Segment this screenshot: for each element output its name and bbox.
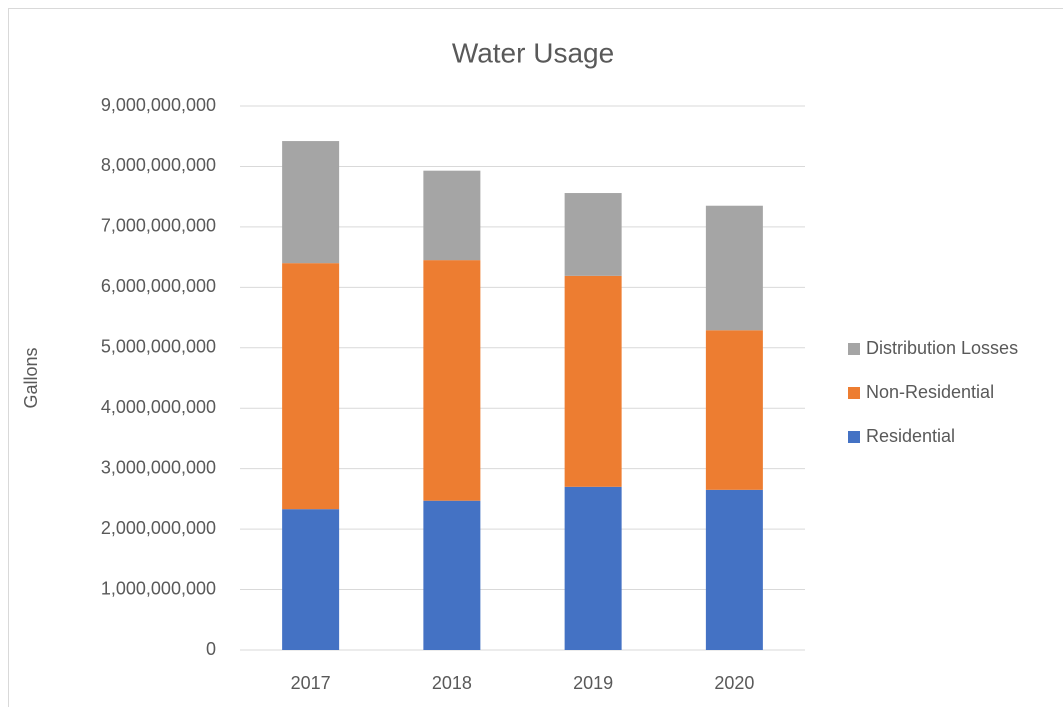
y-axis-label: Gallons <box>21 347 41 408</box>
y-tick-label: 6,000,000,000 <box>101 276 216 296</box>
bar-segment <box>282 509 340 650</box>
legend-swatch <box>848 387 860 399</box>
legend-label: Residential <box>866 426 955 446</box>
y-tick-label: 3,000,000,000 <box>101 457 216 477</box>
bar-segment <box>564 486 622 650</box>
y-tick-label: 1,000,000,000 <box>101 578 216 598</box>
legend-label: Non-Residential <box>866 382 994 402</box>
legend-label: Distribution Losses <box>866 338 1018 358</box>
bar-segment <box>423 170 481 261</box>
bar-segment <box>423 260 481 501</box>
x-tick-label: 2019 <box>573 673 613 693</box>
bar-segment <box>705 330 763 490</box>
y-tick-label: 0 <box>206 639 216 659</box>
bar-segment <box>705 205 763 331</box>
y-tick-label: 9,000,000,000 <box>101 95 216 115</box>
y-tick-label: 5,000,000,000 <box>101 337 216 357</box>
bar-segment <box>423 500 481 650</box>
chart-title: Water Usage <box>452 37 614 68</box>
y-tick-label: 4,000,000,000 <box>101 397 216 417</box>
bar-segment <box>282 141 340 264</box>
x-tick-label: 2020 <box>714 673 754 693</box>
y-tick-label: 7,000,000,000 <box>101 216 216 236</box>
bar-segment <box>564 193 622 276</box>
x-tick-label: 2018 <box>432 673 472 693</box>
x-tick-label: 2017 <box>291 673 331 693</box>
legend-swatch <box>848 343 860 355</box>
chart-frame <box>8 8 1063 707</box>
bar-segment <box>282 263 340 510</box>
y-tick-label: 8,000,000,000 <box>101 155 216 175</box>
legend-swatch <box>848 431 860 443</box>
bar-segment <box>564 275 622 487</box>
y-tick-label: 2,000,000,000 <box>101 518 216 538</box>
bar-segment <box>705 489 763 650</box>
